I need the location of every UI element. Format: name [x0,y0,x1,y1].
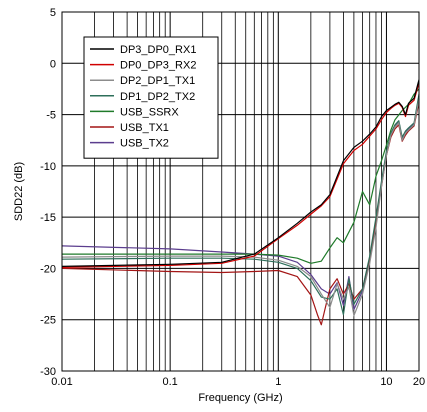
y-tick-label: -5 [46,110,56,122]
legend-box [83,36,219,159]
legend: DP3_DP0_RX1 DP0_DP3_RX2 DP2_DP1_TX1 DP1_DP2… [83,36,219,159]
legend-label: DP3_DP0_RX1 [120,44,196,56]
x-tick-label: 10 [380,376,392,388]
y-tick-label: -20 [40,263,56,275]
series-line-usb-ssrx [62,88,420,264]
x-axis-title: Frequency (GHz) [198,392,282,404]
legend-label: USB_TX2 [120,138,169,150]
legend-label: USB_SSRX [120,106,179,118]
legend-label: USB_TX1 [120,122,169,134]
series-layer [61,79,420,326]
legend-label: DP0_DP3_RX2 [120,60,196,72]
y-tick-label: -10 [40,161,56,173]
x-tick-label: 20 [413,376,425,388]
y-axis-title: SDD22 (dB) [13,162,25,221]
y-tick-label: 5 [50,7,56,19]
plot-frame [61,11,420,372]
series-line-dp3-dp0-rx1 [61,79,420,267]
legend-label: DP1_DP2_TX2 [120,91,195,103]
y-tick-label: -15 [40,212,56,224]
x-tick-label: 0.1 [162,376,177,388]
y-tick-label: -30 [40,366,56,378]
x-tick-label: 1 [275,376,281,388]
series-line-dp2-dp1-tx1 [61,99,420,317]
y-tick-label: -25 [40,315,56,327]
x-tick-label: 0.01 [51,376,72,388]
y-tick-label: 0 [50,58,56,70]
legend-label: DP2_DP1_TX1 [120,75,195,87]
tick-labels: 0.01 0.1 1 10 20 5 0 -5 -10 -15 -20 -25 -30 [40,7,425,388]
